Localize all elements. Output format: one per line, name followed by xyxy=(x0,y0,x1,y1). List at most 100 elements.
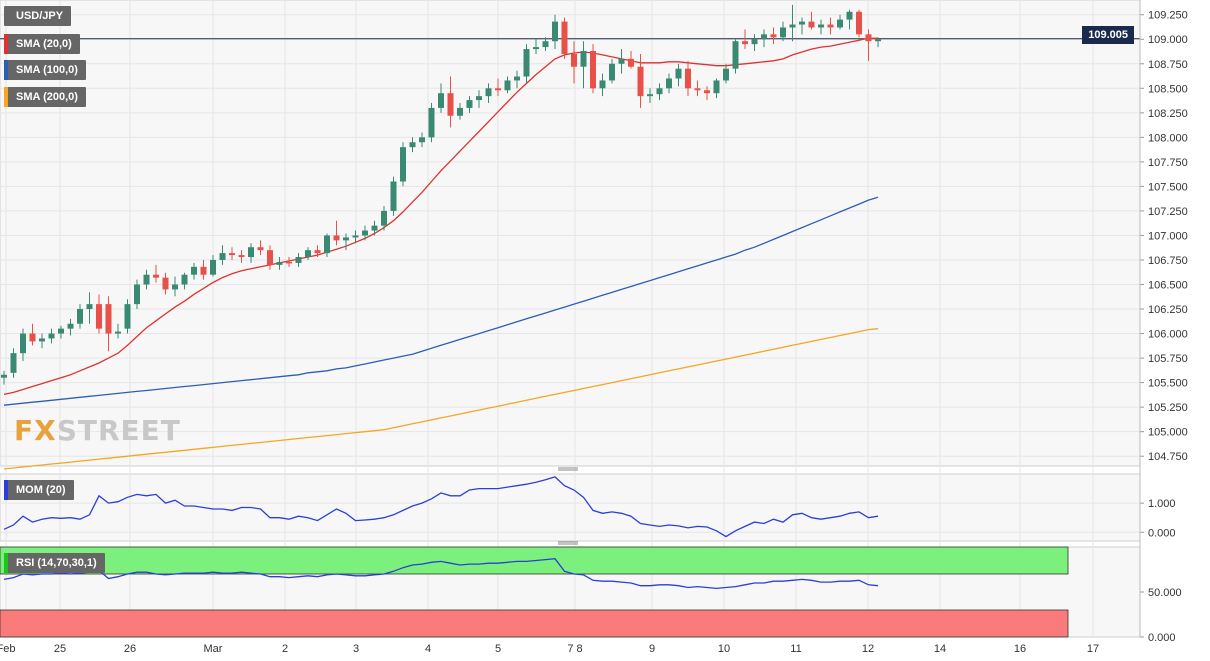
candle xyxy=(295,253,302,267)
candle xyxy=(666,73,672,94)
candle xyxy=(333,220,340,246)
candle xyxy=(267,245,273,270)
candle xyxy=(476,90,482,108)
sma100-legend[interactable]: SMA (100,0) xyxy=(4,60,86,80)
candle xyxy=(305,247,311,260)
candle-body xyxy=(666,78,672,89)
candle-body xyxy=(599,80,606,89)
y-tick-label: 107.750 xyxy=(1148,157,1188,169)
candle-body xyxy=(647,94,653,97)
candle-body xyxy=(115,331,121,334)
candle-body xyxy=(485,88,492,97)
candle xyxy=(124,299,131,334)
x-tick-label: 9 xyxy=(649,643,655,655)
candle-body xyxy=(875,39,881,42)
y-tick-label: 106.500 xyxy=(1148,280,1188,292)
sma20-legend[interactable]: SMA (20,0) xyxy=(4,34,80,54)
mom-panel xyxy=(0,473,1141,542)
candle-body xyxy=(124,304,131,329)
candle xyxy=(162,272,169,295)
candle xyxy=(523,44,530,84)
watermark-suffix: STREET xyxy=(56,414,181,447)
candle-body xyxy=(276,261,283,265)
y-tick-label: 107.000 xyxy=(1148,230,1188,242)
candle-body xyxy=(314,250,321,254)
candle xyxy=(656,83,663,101)
y-tick-label: 106.000 xyxy=(1148,329,1188,341)
candle-body xyxy=(466,100,473,108)
candle xyxy=(561,17,568,59)
mom-legend[interactable]: MOM (20) xyxy=(4,480,74,500)
candle-body xyxy=(590,51,596,89)
candle xyxy=(514,70,520,89)
sma20-swatch xyxy=(4,34,8,54)
candle-body xyxy=(20,333,26,354)
rsi-oversold-zone xyxy=(0,609,1069,638)
candle xyxy=(457,103,463,120)
x-tick-label: 11 xyxy=(790,643,801,655)
candle-body xyxy=(704,90,710,94)
candle-body xyxy=(295,257,302,263)
candle xyxy=(419,132,425,148)
candle-body xyxy=(343,237,349,241)
candle-body xyxy=(267,250,273,265)
candle-body xyxy=(789,24,796,28)
rsi-legend[interactable]: RSI (14,70,30,1) xyxy=(4,553,105,573)
candle-body xyxy=(542,41,549,48)
candle-body xyxy=(191,266,197,275)
candle xyxy=(485,83,492,104)
candle xyxy=(58,325,64,339)
candle xyxy=(628,51,634,69)
candle xyxy=(343,233,349,251)
candle-body xyxy=(723,68,729,81)
candle-body xyxy=(229,253,235,256)
candle xyxy=(571,41,577,84)
candle xyxy=(618,49,625,74)
y-tick-label: 105.500 xyxy=(1148,378,1188,390)
candle-body xyxy=(837,19,843,28)
sma200-legend[interactable]: SMA (200,0) xyxy=(4,87,86,107)
candle-body xyxy=(324,235,330,254)
candle xyxy=(504,76,511,94)
candle-body xyxy=(200,266,207,275)
x-tick-label: 3 xyxy=(353,643,359,655)
x-tick-label: 5 xyxy=(495,643,501,655)
mom-y-tick-label: 1.000 xyxy=(1148,498,1176,510)
y-tick-label: 108.000 xyxy=(1148,132,1188,144)
mom-swatch xyxy=(4,480,8,500)
candle-body xyxy=(172,284,178,290)
candle-body xyxy=(561,21,568,54)
candle-body xyxy=(219,253,226,260)
symbol-label[interactable]: USD/JPY xyxy=(4,6,72,26)
candle xyxy=(751,34,758,52)
candle xyxy=(20,328,26,362)
candle xyxy=(580,41,587,89)
candle-body xyxy=(808,21,815,28)
candle xyxy=(67,318,74,336)
candle-body xyxy=(609,63,615,81)
x-tick-label: 12 xyxy=(862,643,874,655)
candle-body xyxy=(77,309,83,324)
candle xyxy=(552,14,558,50)
candle-body xyxy=(751,39,758,45)
candle-body xyxy=(761,34,767,40)
candle xyxy=(248,243,254,263)
candle xyxy=(324,233,330,258)
x-tick-label: 16 xyxy=(1014,643,1026,655)
rsi-label: RSI (14,70,30,1) xyxy=(16,557,97,569)
candle xyxy=(77,304,83,329)
y-tick-label: 108.500 xyxy=(1148,83,1188,95)
candle xyxy=(827,17,834,35)
candle-body xyxy=(685,68,691,89)
candle xyxy=(1,370,7,385)
rsi-y-tick-label: 0.000 xyxy=(1148,632,1176,644)
y-tick-label: 104.750 xyxy=(1148,451,1188,463)
candle xyxy=(191,262,197,280)
candle xyxy=(86,292,93,324)
candle-body xyxy=(105,304,112,334)
candle xyxy=(599,73,606,97)
x-tick-label: 7 8 xyxy=(567,643,582,655)
candle-body xyxy=(181,274,188,285)
candle xyxy=(533,39,539,54)
